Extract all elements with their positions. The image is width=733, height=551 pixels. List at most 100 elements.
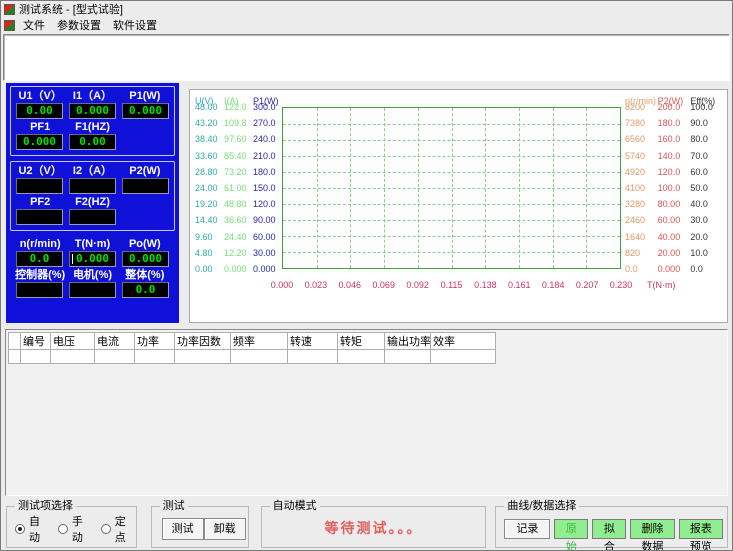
tick: 10.0: [690, 247, 708, 258]
meter-display-整体(%)[interactable]: 0.0: [122, 282, 169, 298]
menu-item-参数设置[interactable]: 参数设置: [57, 20, 101, 32]
tick: 90.00: [253, 215, 276, 226]
tick: 20.0: [690, 231, 708, 242]
x-tick: 0.000: [270, 280, 294, 290]
tick: 90.0: [690, 118, 708, 129]
tick: 210.0: [253, 150, 276, 161]
meter-display-电机(%)[interactable]: [69, 282, 116, 298]
tick: 109.8: [224, 118, 247, 129]
tick: 48.00: [195, 102, 218, 112]
curve-data-select-group: 曲线/数据选择 记录 原始 拟合 删除数据 报表预览: [495, 500, 728, 550]
tick: 97.60: [224, 134, 247, 145]
tick: 20.00: [657, 247, 681, 258]
table-cell: [134, 349, 175, 364]
tick: 4.80: [195, 247, 213, 258]
tick: 40.00: [657, 231, 681, 242]
x-tick: 0.115: [440, 280, 463, 290]
tick: 150.0: [253, 182, 276, 193]
meter-display-n(r/min)[interactable]: 0.0: [16, 251, 63, 267]
button-报表预览[interactable]: 报表预览: [678, 519, 723, 550]
tick: 14.40: [195, 215, 218, 226]
app-icon: [4, 3, 15, 15]
tick: 80.00: [657, 199, 681, 210]
meter-label: U1（V）: [18, 90, 62, 102]
group-title: 测试: [159, 500, 188, 513]
button-测试[interactable]: 测试: [161, 518, 204, 540]
table-row[interactable]: [8, 349, 496, 364]
axis-ticks-P2(W): 200.0 180.0 160.0 140.0 120.0 100.0 80.00 60.00…: [658, 102, 691, 274]
table-cell: [20, 349, 51, 364]
tick: 4920: [625, 166, 646, 177]
meter-display-I2（A）[interactable]: [69, 178, 116, 194]
axis-ticks-Eff(%): 100.0 90.0 80.0 70.0 60.0 50.0 40.0 30.0 20.0 10.…: [690, 102, 723, 274]
axis-header-n(r/min): n(r/min): [625, 96, 656, 106]
tick: 60.0: [690, 166, 708, 177]
test-buttons: 测试 卸载: [152, 507, 248, 547]
results-table[interactable]: 编号 电压 电流 功率 功率因数 频率 转速 转矩 输出功率 效率: [8, 332, 496, 364]
bottom-controls: 测试项选择 自动 手动 定点 测试 测试 卸载 自动模式 等待测试。。。 曲线/数据选…: [1, 498, 732, 550]
button-卸载[interactable]: 卸载: [203, 518, 246, 540]
tick: 120.0: [657, 166, 681, 177]
x-tick: 0.046: [338, 280, 362, 290]
meter-display-P1(W)[interactable]: 0.000: [122, 103, 169, 119]
meter-display-U2（V）[interactable]: [16, 178, 63, 194]
meter-display-Po(W)[interactable]: 0.000: [122, 251, 169, 267]
record-button[interactable]: 记录: [504, 519, 551, 539]
radio-手动[interactable]: 手动: [57, 513, 87, 545]
results-table-panel: 编号 电压 电流 功率 功率因数 频率 转速 转矩 输出功率 效率: [5, 329, 728, 496]
button-删除数据[interactable]: 删除数据: [630, 519, 675, 550]
tick: 33.60: [195, 150, 218, 161]
button-拟合[interactable]: 拟合: [592, 519, 627, 550]
table-cell: [174, 349, 231, 364]
tick: 122.0: [224, 102, 247, 112]
tick: 24.00: [195, 182, 218, 193]
meter-labels-row: PF2 F2(HZ): [14, 195, 171, 209]
meter-display-U1（V）[interactable]: 0.00: [16, 103, 63, 119]
meter-label: Po(W): [128, 238, 161, 250]
gridline-horizontal: [283, 172, 620, 173]
meter-display-F1(HZ)[interactable]: 0.00: [69, 134, 116, 150]
meter-label: F1(HZ): [75, 121, 110, 133]
tick: 1640: [625, 231, 646, 242]
tick: 6560: [625, 134, 646, 145]
radio-circle-icon: [57, 524, 68, 534]
chart-axis-headers: U(V) I(A) P1(W) n(r/min) P2(W) Eff(%): [195, 96, 723, 107]
x-axis-ticks: 0.000 0.023 0.046 0.069 0.092 0.115 0.138 0.161…: [271, 279, 633, 291]
meter-display-T(N·m)[interactable]: 0.000: [69, 251, 116, 267]
x-tick: 0.092: [406, 280, 429, 290]
tick: 30.00: [253, 247, 276, 258]
tick: 80.0: [690, 134, 708, 145]
tick: 0.000: [224, 263, 247, 274]
curve-buttons: 记录 原始 拟合 删除数据 报表预览: [496, 507, 727, 550]
table-cell: [94, 349, 135, 364]
title-bar: 测试系统 - [型式试验]: [1, 1, 732, 17]
radio-自动[interactable]: 自动: [15, 513, 44, 545]
tick: 0.00: [195, 263, 213, 274]
info-display-area: [3, 34, 730, 81]
meter-display-P2(W)[interactable]: [122, 178, 169, 194]
tick: 120.0: [253, 199, 276, 210]
meter-display-PF2[interactable]: [16, 209, 63, 225]
tick: 70.0: [690, 150, 708, 161]
tick: 28.80: [195, 166, 218, 177]
meter-label: PF1: [30, 121, 51, 133]
axis-ticks-n(r/min): 8200 7380 6560 5740 4920 4100 3280 2460 1640 820 0…: [625, 102, 658, 274]
meter-label: T(N·m): [74, 238, 111, 250]
meter-displays-row: [14, 178, 171, 194]
meter-labels-row: U1（V） I1（A） P1(W): [14, 89, 171, 103]
button-原始[interactable]: 原始: [554, 519, 589, 550]
meter-labels-row: U2（V） I2（A） P2(W): [14, 164, 171, 178]
meter-display-控制器(%)[interactable]: [16, 282, 63, 298]
meter-display-PF1[interactable]: 0.000: [16, 134, 63, 150]
x-tick: 0.230: [609, 280, 633, 290]
meter-labels-row: 控制器(%) 电机(%) 整体(%): [14, 268, 171, 282]
meter-display-F2(HZ)[interactable]: [69, 209, 116, 225]
radio-定点[interactable]: 定点: [100, 513, 130, 545]
gridline-horizontal: [283, 156, 620, 157]
menu-item-文件[interactable]: 文件: [23, 20, 45, 32]
meter-display-I1（A）[interactable]: 0.000: [69, 103, 116, 119]
radio-label: 定点: [114, 516, 126, 544]
meter-label: n(r/min): [19, 238, 61, 250]
menu-item-软件设置[interactable]: 软件设置: [113, 20, 157, 32]
table-header-row: 编号 电压 电流 功率 功率因数 频率 转速 转矩 输出功率 效率: [8, 332, 496, 350]
